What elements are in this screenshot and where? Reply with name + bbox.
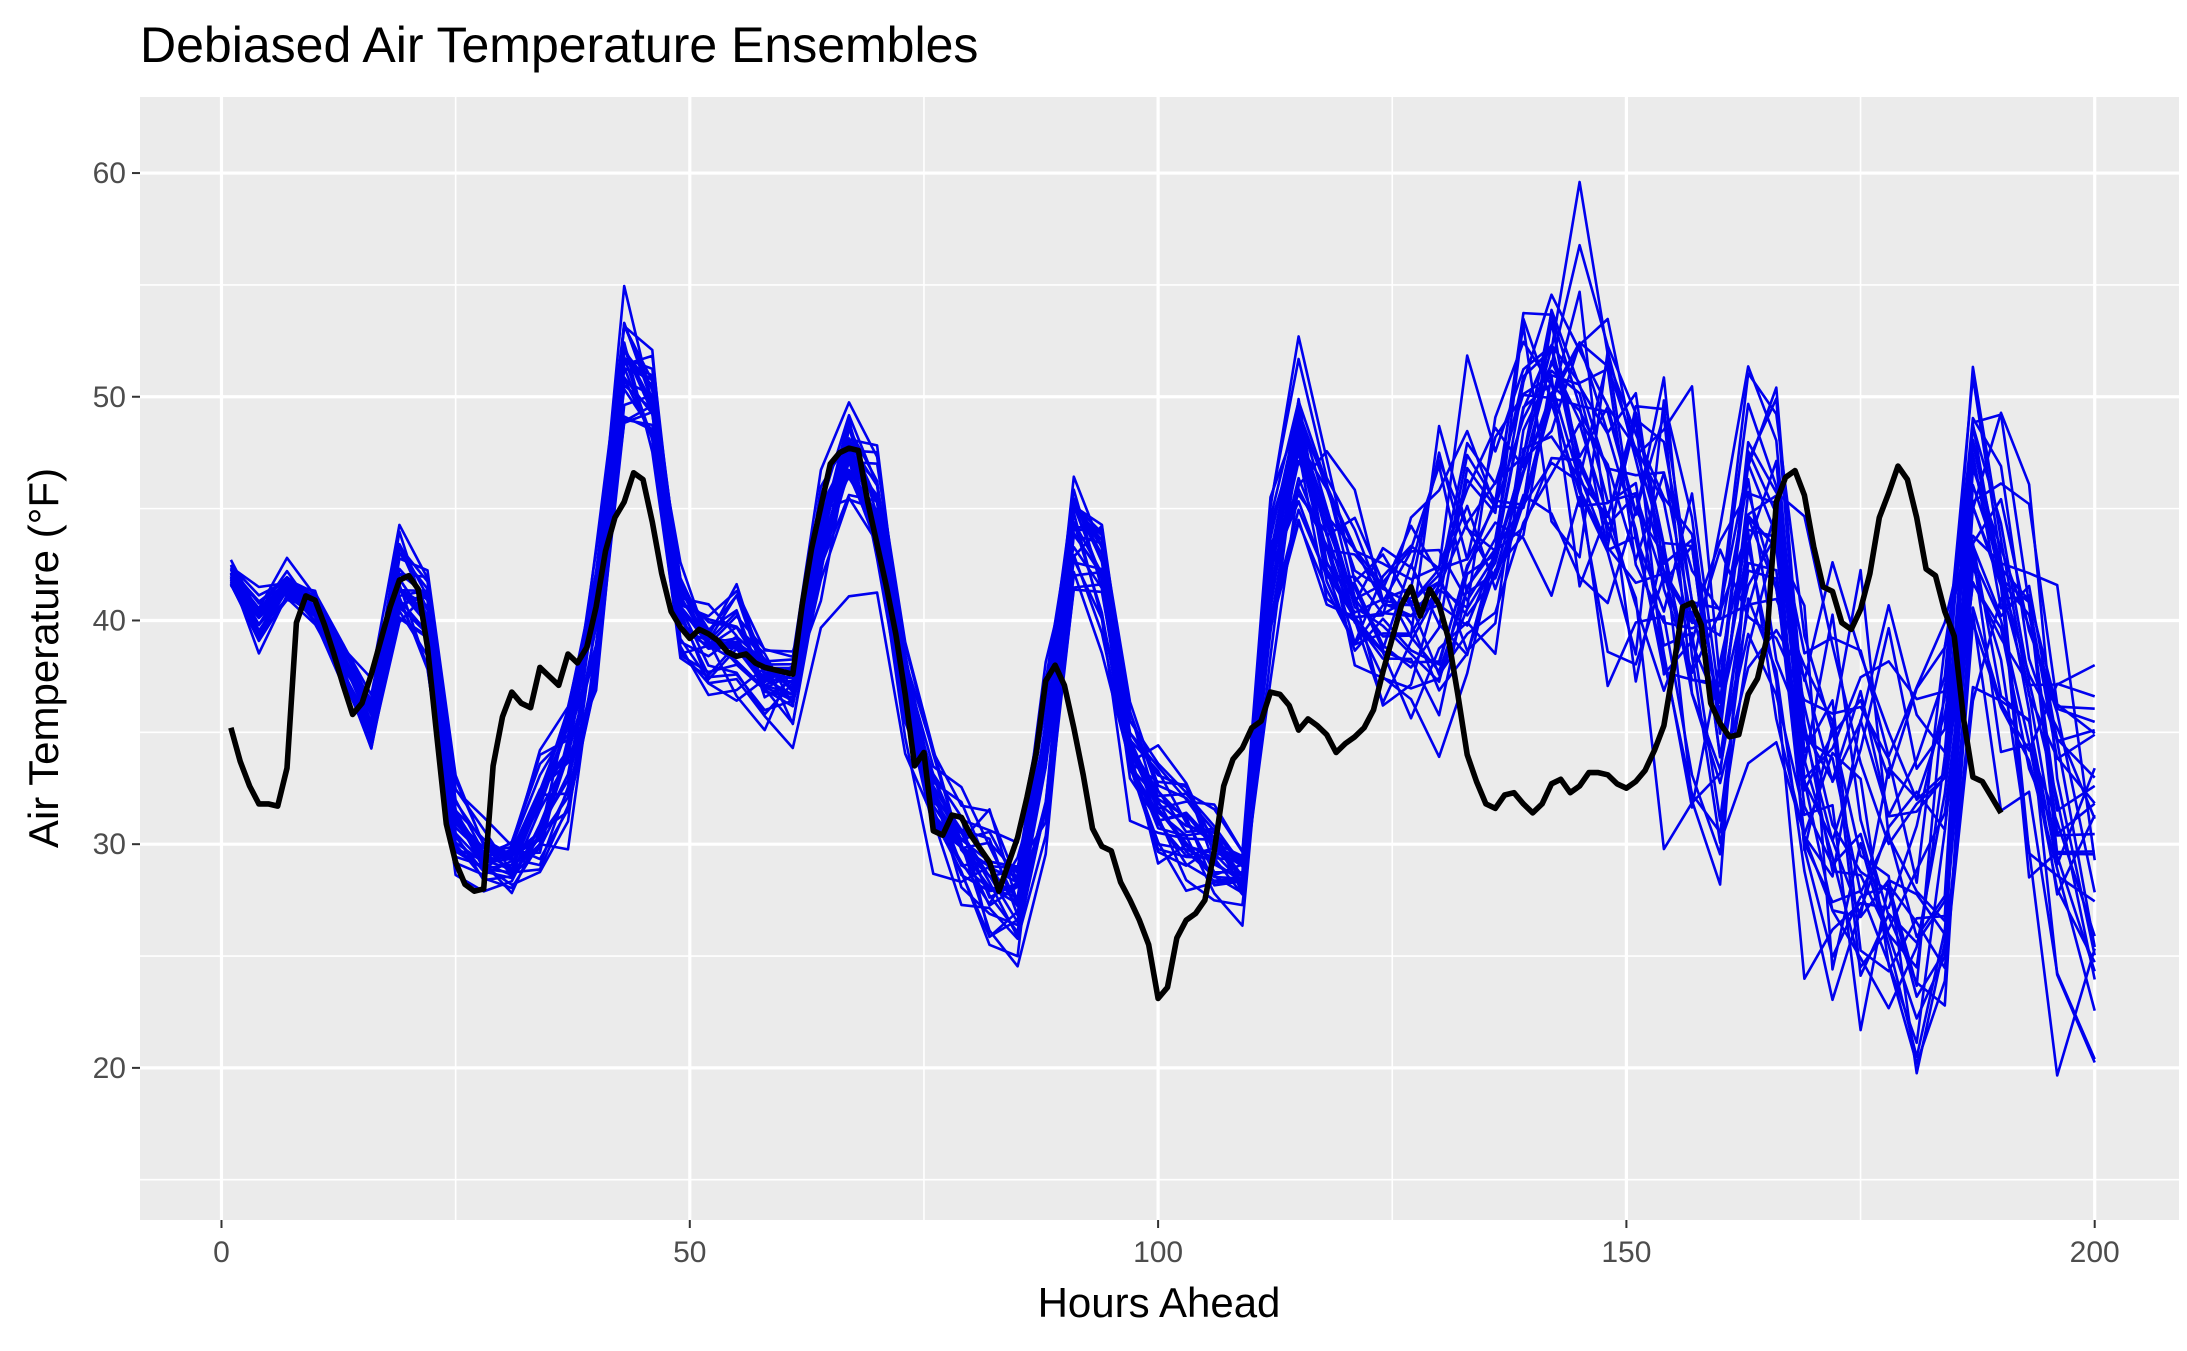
- observed-line-group: [228, 445, 2004, 1002]
- ensemble-member-line: [229, 320, 2096, 1020]
- chart-title: Debiased Air Temperature Ensembles: [140, 17, 978, 73]
- y-tick-label: 50: [93, 381, 126, 414]
- axis-tick-labels: 0 50 100 150 200 20 30 40 50 60: [93, 157, 2120, 1269]
- y-tick-label: 30: [93, 828, 126, 861]
- ensemble-member-line: [229, 324, 2096, 906]
- y-axis-title: Air Temperature (°F): [20, 468, 67, 848]
- ensemble-member-line: [229, 359, 2096, 1075]
- x-tick-label: 0: [213, 1236, 230, 1269]
- ensemble-member-line: [229, 308, 2095, 969]
- x-tick-label: 150: [1601, 1236, 1651, 1269]
- x-axis-title: Hours Ahead: [1038, 1279, 1281, 1326]
- ensemble-member-line: [229, 321, 2096, 1002]
- x-tick-label: 50: [673, 1236, 706, 1269]
- observed-line: [228, 445, 2004, 1002]
- y-tick-label: 20: [93, 1052, 126, 1085]
- y-tick-label: 40: [93, 604, 126, 637]
- x-tick-label: 200: [2070, 1236, 2120, 1269]
- ensemble-member-line: [229, 349, 2095, 936]
- ensemble-member-line: [229, 335, 2096, 980]
- y-tick-label: 60: [93, 157, 126, 190]
- x-tick-label: 100: [1133, 1236, 1183, 1269]
- ensemble-member-line: [229, 382, 2096, 1010]
- ensemble-member-line: [229, 355, 2096, 948]
- ensemble-member-line: [229, 321, 2096, 1032]
- axis-ticks: [132, 172, 2096, 1228]
- ensemble-member-line: [229, 311, 2096, 1065]
